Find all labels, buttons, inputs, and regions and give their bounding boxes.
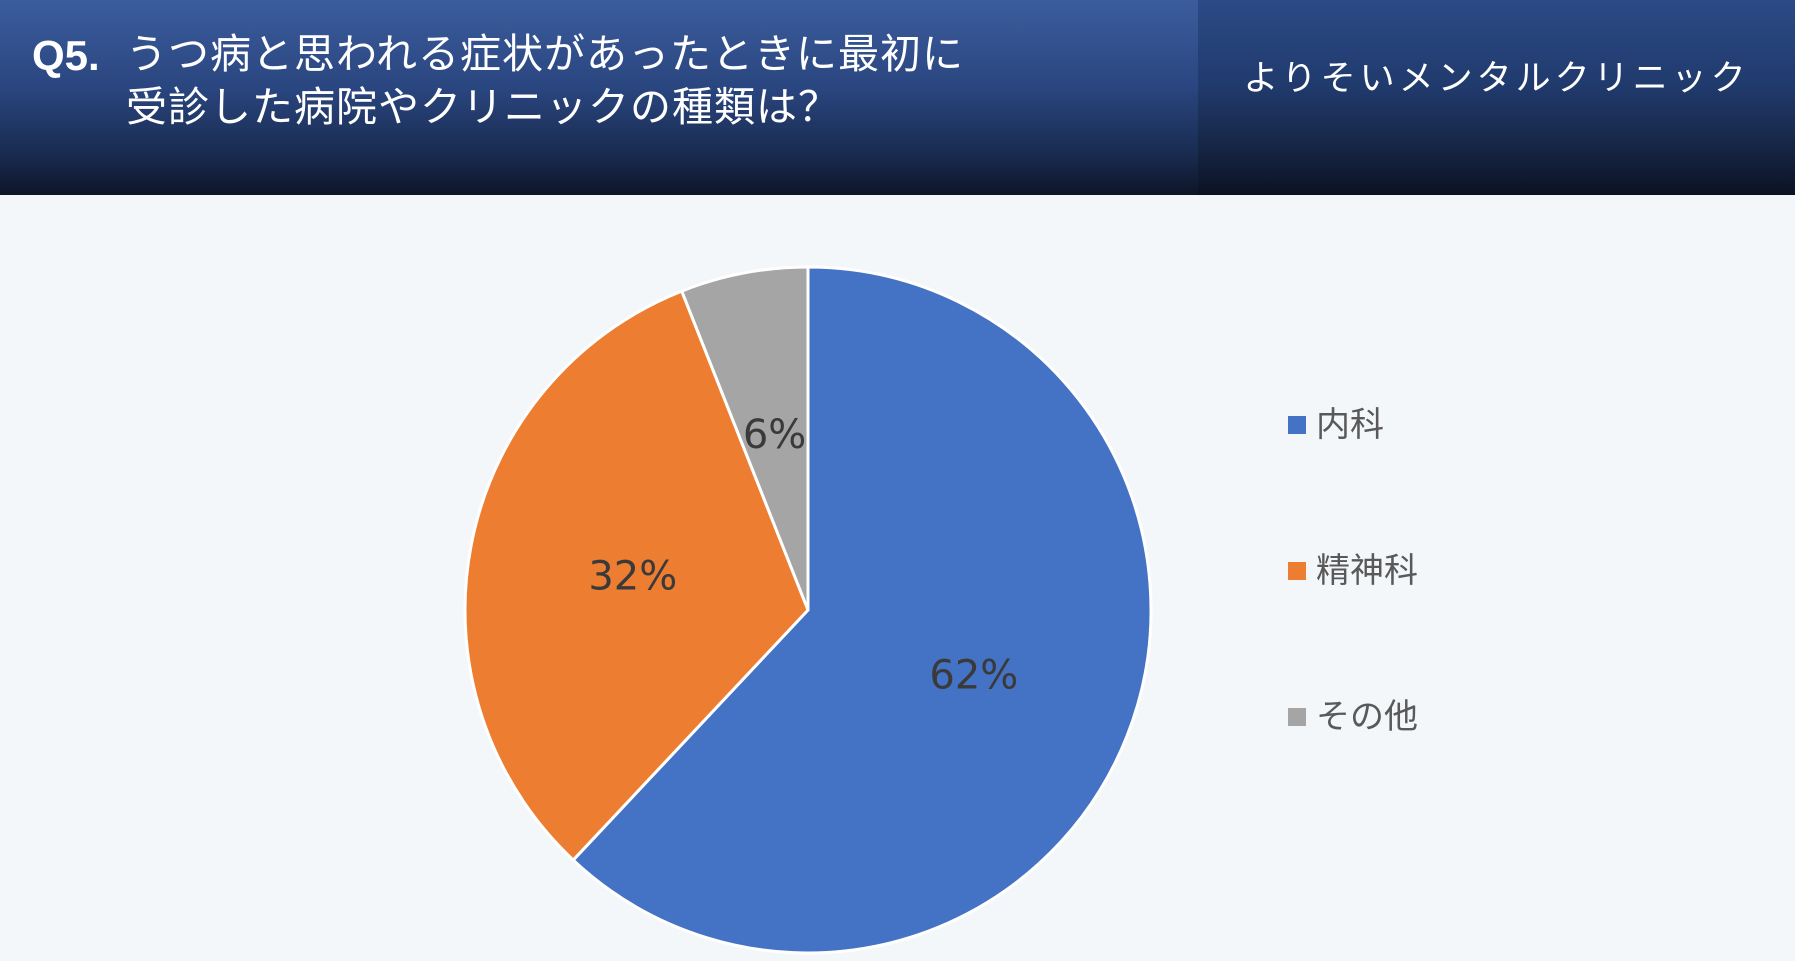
question-number: Q5.: [32, 32, 100, 79]
pie-slice-seishinka: [463, 289, 810, 862]
data-label-sonota: 6%: [743, 412, 806, 458]
legend-label-sonota: その他: [1316, 697, 1418, 737]
legend-swatch-seishinka: [1288, 562, 1306, 580]
clinic-name: よりそいメンタルクリニック: [1243, 58, 1750, 99]
header-banner: Q5. うつ病と思われる症状があったときに最初に 受診した病院やクリニックの種類…: [0, 0, 1795, 195]
clinic-panel: よりそいメンタルクリニック: [1198, 0, 1795, 195]
pie-data-labels: 62% 32% 6%: [588, 412, 1018, 699]
data-label-seishinka: 32%: [588, 554, 677, 600]
data-label-naika: 62%: [929, 653, 1018, 699]
pie-slices: [463, 265, 1153, 955]
question-panel: Q5. うつ病と思われる症状があったときに最初に 受診した病院やクリニックの種類…: [0, 0, 1198, 195]
legend-label-naika: 内科: [1316, 405, 1384, 445]
legend-label-seishinka: 精神科: [1316, 551, 1418, 591]
question-title: うつ病と思われる症状があったときに最初に 受診した病院やクリニックの種類は？: [126, 30, 964, 131]
legend-swatch-sonota: [1288, 708, 1306, 726]
pie-slice-naika: [571, 265, 1153, 955]
legend-swatch-naika: [1288, 416, 1306, 434]
pie-slice-sonota: [680, 265, 810, 612]
